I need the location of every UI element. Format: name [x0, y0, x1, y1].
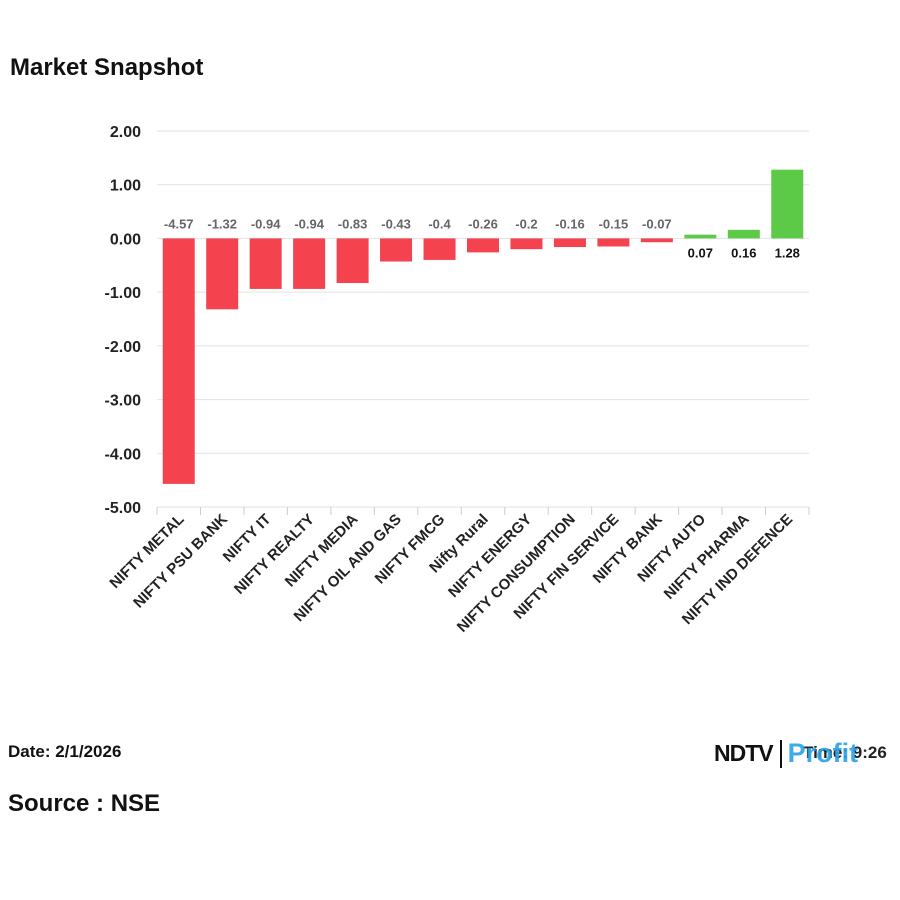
data-label: -0.26 — [468, 216, 498, 231]
data-label: 0.16 — [731, 245, 756, 260]
logo-profit-text: Profit — [787, 738, 859, 768]
bar — [380, 238, 413, 262]
bar — [553, 238, 586, 248]
bar — [727, 229, 760, 239]
bar — [249, 238, 282, 289]
bar — [467, 238, 499, 253]
bar — [771, 169, 804, 239]
bar — [206, 238, 239, 310]
bar-chart: 2.00 1.00 0.00 -1.00 -2.00 -3.00 -4.00 -5.00 -4.… — [105, 124, 810, 636]
bar — [640, 238, 673, 243]
data-label: -4.57 — [164, 216, 194, 231]
bar — [423, 238, 456, 260]
data-label: -0.43 — [381, 216, 411, 231]
source-label: Source : NSE — [8, 790, 161, 817]
bar — [684, 234, 717, 239]
y-tick-label: -4.00 — [105, 446, 142, 463]
data-label: -0.15 — [599, 216, 629, 231]
y-tick-label: 0.00 — [110, 231, 141, 248]
data-label: 1.28 — [775, 245, 800, 260]
data-label: -0.07 — [642, 216, 672, 231]
data-label: -0.94 — [294, 216, 324, 231]
logo-ndtv-text: NDTV — [714, 740, 774, 766]
date-label: Date: 2/1/2026 — [8, 742, 122, 761]
time-label: Time: 9:26 — [803, 743, 887, 762]
data-label: -0.83 — [338, 216, 368, 231]
data-label: -0.2 — [515, 216, 537, 231]
y-tick-label: 1.00 — [110, 178, 141, 195]
bar — [293, 238, 326, 289]
data-label: -0.4 — [428, 216, 451, 231]
logo-divider — [779, 739, 782, 768]
bar — [336, 238, 369, 284]
y-tick-label: -2.00 — [105, 339, 142, 356]
data-label: 0.07 — [688, 245, 713, 260]
data-label: -1.32 — [207, 216, 237, 231]
ndtv-profit-logo: NDTV Profit — [714, 738, 858, 769]
bar — [597, 238, 630, 247]
data-label: -0.16 — [555, 216, 585, 231]
data-label: -0.94 — [251, 216, 281, 231]
x-tick-label: NIFTY METAL — [106, 511, 187, 592]
bar — [510, 238, 543, 250]
bar — [162, 238, 195, 484]
y-tick-label: -1.00 — [105, 285, 142, 302]
y-tick-label: -5.00 — [105, 500, 142, 517]
y-tick-label: -3.00 — [105, 393, 142, 410]
chart-title: Market Snapshot — [10, 54, 204, 81]
y-tick-label: 2.00 — [110, 124, 141, 141]
